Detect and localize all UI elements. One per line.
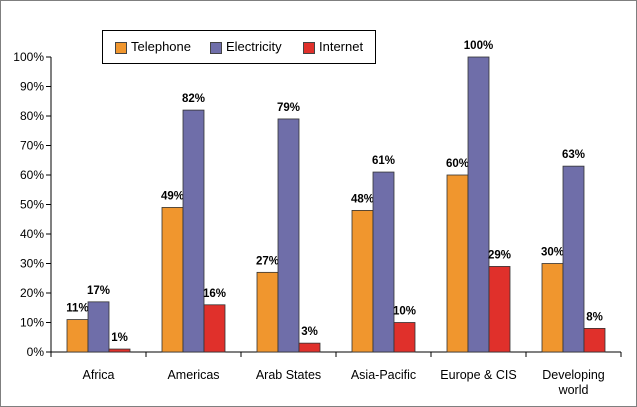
- y-tick-label: 80%: [20, 109, 44, 123]
- bar-telephone-americas: [161, 207, 184, 353]
- data-label-electricity-europe-cis: 100%: [464, 40, 493, 52]
- data-label-telephone-developing-world: 30%: [541, 247, 564, 259]
- data-label-internet-asia-pacific: 10%: [393, 306, 416, 318]
- data-label-electricity-asia-pacific: 61%: [372, 155, 395, 167]
- x-category-label-europe-cis: Europe & CIS: [440, 368, 516, 382]
- x-category-label-developing-world: Developing: [542, 368, 605, 382]
- legend-label-telephone: Telephone: [131, 39, 191, 54]
- bar-internet-europe-cis: [488, 266, 511, 353]
- data-label-telephone-arab-states: 27%: [256, 255, 279, 267]
- y-tick-label: 40%: [20, 227, 44, 241]
- data-label-internet-europe-cis: 29%: [488, 249, 511, 261]
- bar-electricity-arab-states: [277, 118, 300, 353]
- bar-internet-developing-world: [583, 327, 606, 353]
- bar-electricity-europe-cis: [467, 56, 490, 353]
- bar-telephone-europe-cis: [446, 174, 469, 353]
- data-label-telephone-africa: 11%: [66, 303, 88, 315]
- data-label-electricity-africa: 17%: [87, 285, 110, 297]
- bar-electricity-developing-world: [562, 165, 585, 353]
- legend-label-internet: Internet: [319, 39, 364, 54]
- y-tick-label: 10%: [20, 316, 44, 330]
- bar-electricity-africa: [87, 301, 110, 353]
- legend-swatch-electricity: [210, 42, 222, 54]
- x-category-label-asia-pacific: Asia-Pacific: [351, 368, 416, 382]
- bar-telephone-africa: [66, 319, 89, 353]
- y-tick-label: 70%: [20, 139, 44, 153]
- x-category-label-developing-world: world: [558, 383, 589, 397]
- legend-label-electricity: Electricity: [226, 39, 282, 54]
- y-tick-label: 100%: [13, 50, 44, 64]
- data-label-electricity-developing-world: 63%: [562, 149, 585, 161]
- y-tick-label: 50%: [20, 198, 44, 212]
- y-tick-label: 90%: [20, 80, 44, 94]
- data-label-telephone-europe-cis: 60%: [446, 158, 469, 170]
- y-tick-label: 60%: [20, 168, 44, 182]
- bar-internet-americas: [203, 304, 226, 353]
- data-label-telephone-asia-pacific: 48%: [351, 193, 374, 205]
- y-tick-label: 20%: [20, 286, 44, 300]
- legend-swatch-internet: [303, 42, 315, 54]
- bar-telephone-developing-world: [541, 263, 564, 353]
- bar-internet-arab-states: [298, 342, 321, 353]
- bar-electricity-asia-pacific: [372, 171, 395, 353]
- legend-swatch-telephone: [115, 42, 127, 54]
- data-label-telephone-americas: 49%: [161, 190, 184, 202]
- bar-internet-africa: [108, 348, 131, 353]
- data-label-electricity-arab-states: 79%: [277, 102, 300, 114]
- bar-telephone-arab-states: [256, 271, 279, 353]
- bar-electricity-americas: [182, 109, 205, 353]
- y-tick-label: 0%: [27, 345, 45, 359]
- data-label-electricity-americas: 82%: [182, 93, 205, 105]
- data-label-internet-developing-world: 8%: [586, 311, 603, 323]
- data-label-internet-americas: 16%: [203, 288, 226, 300]
- x-category-label-africa: Africa: [83, 368, 115, 382]
- x-category-label-arab-states: Arab States: [256, 368, 321, 382]
- data-label-internet-arab-states: 3%: [301, 326, 318, 338]
- bar-internet-asia-pacific: [393, 322, 416, 353]
- y-tick-label: 30%: [20, 257, 44, 271]
- data-label-internet-africa: 1%: [111, 332, 128, 344]
- x-category-label-americas: Americas: [167, 368, 219, 382]
- legend: Telephone Electricity Internet: [102, 30, 376, 64]
- bar-telephone-asia-pacific: [351, 209, 374, 353]
